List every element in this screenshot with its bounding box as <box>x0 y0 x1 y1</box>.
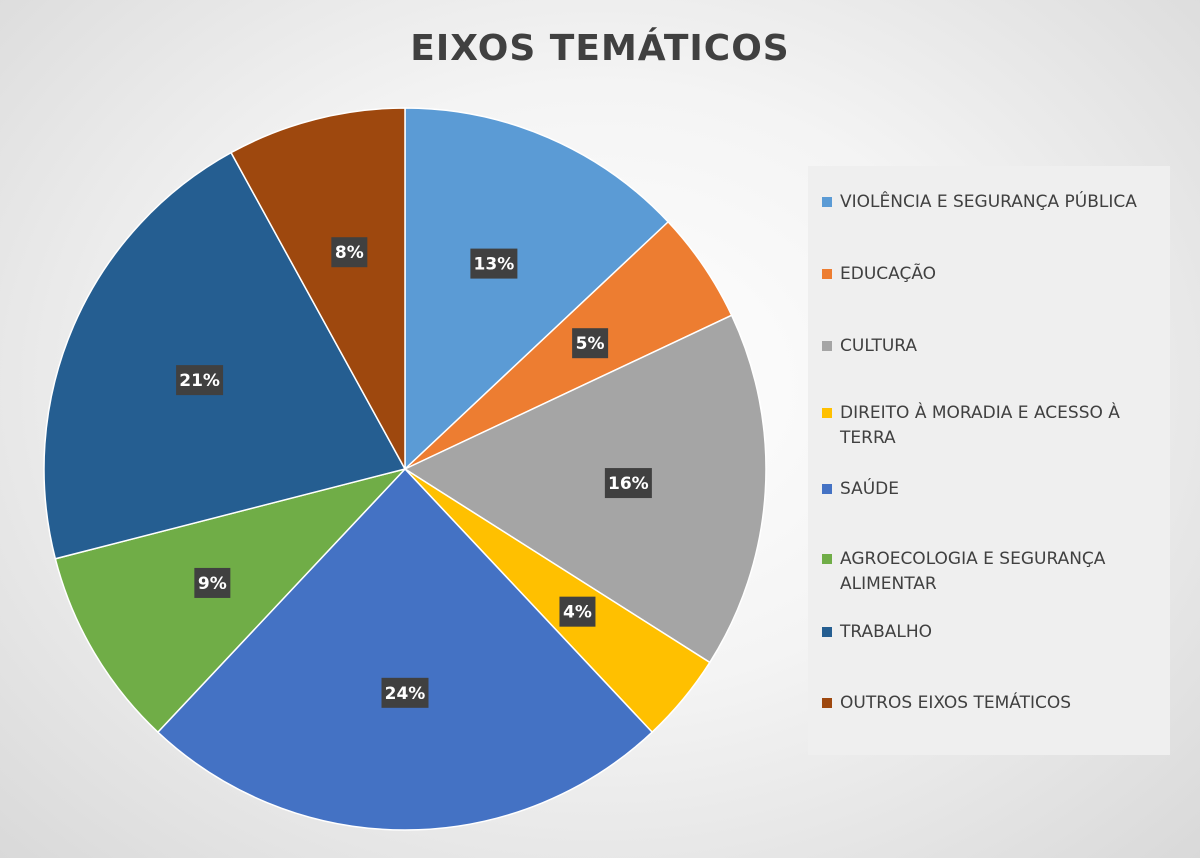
pie-slice-5 <box>54 467 408 734</box>
data-label-box-7 <box>331 237 368 268</box>
data-label-0: 13% <box>470 248 518 279</box>
legend-swatch-5 <box>822 554 832 564</box>
data-label-4: 24% <box>381 677 429 708</box>
data-label-2: 16% <box>604 468 652 499</box>
pie-slice-2 <box>403 314 767 664</box>
legend-swatch-0 <box>822 197 832 207</box>
legend-label-3: DIREITO À MORADIA E ACESSO À TERRA <box>840 403 1120 448</box>
data-label-text-3: 4% <box>563 603 592 623</box>
data-label-6: 21% <box>176 365 224 396</box>
legend-item-2: CULTURA <box>822 334 1162 359</box>
legend-swatch-6 <box>822 627 832 637</box>
legend-item-0: VIOLÊNCIA E SEGURANÇA PÚBLICA <box>822 190 1162 215</box>
data-label-text-1: 5% <box>576 334 605 354</box>
data-label-box-3 <box>559 596 596 627</box>
legend-label-0: VIOLÊNCIA E SEGURANÇA PÚBLICA <box>840 192 1137 212</box>
legend-swatch-4 <box>822 484 832 494</box>
legend-swatch-2 <box>822 341 832 351</box>
pie-slice-0 <box>404 107 670 471</box>
data-label-box-2 <box>604 468 652 499</box>
pie-slice-4 <box>156 467 654 831</box>
legend-item-1: EDUCAÇÃO <box>822 262 1162 287</box>
data-label-text-6: 21% <box>179 371 220 391</box>
data-label-text-7: 8% <box>335 243 364 263</box>
data-label-box-0 <box>470 248 518 279</box>
legend-label-5: AGROECOLOGIA E SEGURANÇA ALIMENTAR <box>840 549 1106 594</box>
data-label-text-0: 13% <box>474 255 515 275</box>
legend-swatch-3 <box>822 408 832 418</box>
data-label-box-4 <box>381 677 429 708</box>
data-label-1: 5% <box>572 328 609 359</box>
pie-slice-7 <box>230 107 406 470</box>
data-label-text-4: 24% <box>385 684 426 704</box>
data-label-7: 8% <box>331 237 368 268</box>
data-label-5: 9% <box>194 567 231 598</box>
legend-item-4: SAÚDE <box>822 477 1162 502</box>
legend: VIOLÊNCIA E SEGURANÇA PÚBLICA EDUCAÇÃO CUL… <box>808 166 1170 755</box>
data-label-box-1 <box>572 328 609 359</box>
legend-item-3: DIREITO À MORADIA E ACESSO À TERRA <box>822 401 1162 451</box>
legend-label-4: SAÚDE <box>840 479 900 499</box>
legend-label-1: EDUCAÇÃO <box>840 264 937 284</box>
chart-title: EIXOS TEMÁTICOS <box>410 28 790 69</box>
pie-slice-6 <box>43 151 407 560</box>
legend-item-5: AGROECOLOGIA E SEGURANÇA ALIMENTAR <box>822 547 1162 597</box>
data-label-text-2: 16% <box>608 474 649 494</box>
data-label-text-5: 9% <box>198 574 227 594</box>
legend-label-2: CULTURA <box>840 336 918 356</box>
legend-item-6: TRABALHO <box>822 620 1162 645</box>
legend-swatch-1 <box>822 269 832 279</box>
legend-swatch-7 <box>822 698 832 708</box>
legend-item-7: OUTROS EIXOS TEMÁTICOS <box>822 691 1162 716</box>
data-label-box-5 <box>194 567 231 598</box>
legend-label-7: OUTROS EIXOS TEMÁTICOS <box>840 693 1072 713</box>
data-label-box-6 <box>176 365 224 396</box>
data-label-3: 4% <box>559 596 596 627</box>
legend-label-6: TRABALHO <box>840 622 933 642</box>
